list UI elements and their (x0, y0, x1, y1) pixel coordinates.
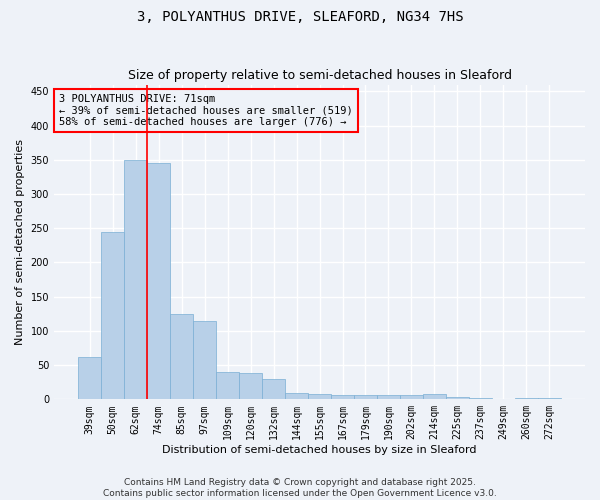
Bar (492, 398, 515, 400)
Bar (423, 394, 446, 400)
X-axis label: Distribution of semi-detached houses by size in Sleaford: Distribution of semi-detached houses by … (162, 445, 477, 455)
Bar (101, 232, 124, 400)
Bar (354, 395, 377, 400)
Bar (193, 320, 216, 400)
Bar (170, 314, 193, 400)
Text: 3 POLYANTHUS DRIVE: 71sqm
← 39% of semi-detached houses are smaller (519)
58% of: 3 POLYANTHUS DRIVE: 71sqm ← 39% of semi-… (59, 94, 353, 127)
Bar (147, 163, 170, 400)
Bar (239, 374, 262, 400)
Bar (469, 398, 492, 400)
Bar (331, 395, 354, 400)
Bar (78, 357, 101, 400)
Bar (262, 379, 285, 400)
Bar (515, 398, 538, 400)
Title: Size of property relative to semi-detached houses in Sleaford: Size of property relative to semi-detach… (128, 69, 512, 82)
Bar (446, 396, 469, 400)
Bar (285, 393, 308, 400)
Bar (308, 394, 331, 400)
Bar (400, 395, 423, 400)
Bar (377, 394, 400, 400)
Bar (124, 160, 147, 400)
Bar (216, 372, 239, 400)
Text: Contains HM Land Registry data © Crown copyright and database right 2025.
Contai: Contains HM Land Registry data © Crown c… (103, 478, 497, 498)
Text: 3, POLYANTHUS DRIVE, SLEAFORD, NG34 7HS: 3, POLYANTHUS DRIVE, SLEAFORD, NG34 7HS (137, 10, 463, 24)
Bar (538, 398, 561, 400)
Y-axis label: Number of semi-detached properties: Number of semi-detached properties (15, 139, 25, 345)
